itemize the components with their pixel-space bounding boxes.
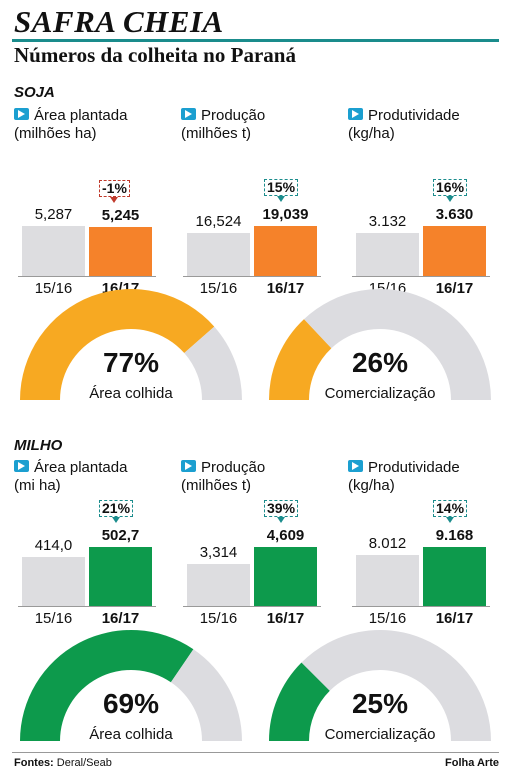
milho-value-curr: 502,7 (101, 527, 140, 544)
soja-value-prev: 5,287 (34, 206, 73, 223)
section-title-soja: SOJA (14, 84, 55, 101)
milho-change-badge: 21% (99, 500, 134, 523)
milho-value-curr: 9.168 (435, 527, 474, 544)
milho-area-label: Área plantada (mi ha) (14, 459, 128, 494)
arrow-right-icon (181, 108, 196, 120)
milho-year-curr: 16/17 (266, 610, 305, 627)
soja-year-curr: 16/17 (266, 280, 305, 297)
soja-producao-label: Produção (milhões t) (181, 107, 266, 142)
arrow-right-icon (14, 108, 29, 120)
soja-change-badge: -1% (99, 180, 130, 203)
milho-gauge-remaining (170, 649, 242, 741)
soja-bar-prev (187, 233, 250, 276)
milho-gauge-remaining (301, 630, 491, 741)
soja-bar-curr (254, 226, 317, 276)
milho-value-prev: 3,314 (199, 544, 238, 561)
milho-bar-baseline (183, 606, 321, 607)
soja-bar-baseline (18, 276, 156, 277)
soja-bar-baseline (183, 276, 321, 277)
milho-year-curr: 16/17 (435, 610, 474, 627)
milho-value-prev: 414,0 (34, 537, 73, 554)
section-title-milho: MILHO (14, 437, 63, 454)
soja-value-prev: 3.132 (368, 213, 407, 230)
footer-source: Fontes: Deral/Seab (14, 757, 112, 769)
milho-produtividade-label: Produtividade (kg/ha) (348, 459, 460, 494)
soja-gauge-label: Comercialização (324, 385, 436, 402)
milho-year-prev: 15/16 (34, 610, 73, 627)
footer-divider (12, 752, 499, 753)
milho-gauge-label: Comercialização (324, 726, 436, 743)
milho-bar-prev (356, 555, 419, 606)
soja-gauge-percent: 26% (351, 347, 409, 378)
milho-value-prev: 8.012 (368, 535, 407, 552)
soja-gauge-percent: 77% (102, 347, 160, 378)
soja-gauge-fill (269, 319, 332, 400)
soja-change-badge: 15% (264, 179, 299, 202)
milho-producao-label: Produção (milhões t) (181, 459, 266, 494)
soja-year-prev: 15/16 (34, 280, 73, 297)
milho-year-curr: 16/17 (101, 610, 140, 627)
arrow-right-icon (348, 460, 363, 472)
milho-bar-curr (89, 547, 152, 606)
milho-year-prev: 15/16 (199, 610, 238, 627)
soja-year-prev: 15/16 (199, 280, 238, 297)
milho-bar-prev (187, 564, 250, 606)
soja-area-label: Área plantada (milhões ha) (14, 107, 128, 142)
arrow-right-icon (181, 460, 196, 472)
soja-year-curr: 16/17 (435, 280, 474, 297)
soja-value-curr: 3.630 (435, 206, 474, 223)
title-divider (12, 39, 499, 42)
milho-gauge-percent: 25% (351, 688, 409, 719)
page-title: SAFRA CHEIA (14, 4, 224, 39)
soja-bar-curr (423, 226, 486, 276)
milho-year-prev: 15/16 (368, 610, 407, 627)
milho-gauge-label: Área colhida (89, 726, 173, 743)
soja-bar-curr (89, 227, 152, 276)
soja-gauge-remaining (184, 326, 242, 400)
soja-gauge-fill (20, 289, 215, 400)
soja-produtividade-label: Produtividade (kg/ha) (348, 107, 460, 142)
milho-change-badge: 39% (264, 500, 299, 523)
footer-credit: Folha Arte (445, 757, 499, 769)
milho-value-curr: 4,609 (266, 527, 305, 544)
milho-bar-curr (423, 547, 486, 606)
soja-bar-prev (22, 226, 85, 276)
soja-value-curr: 19,039 (262, 206, 309, 223)
soja-bar-prev (356, 233, 419, 276)
soja-gauge-remaining (304, 288, 491, 400)
soja-change-badge: 16% (433, 179, 468, 202)
milho-bar-baseline (18, 606, 156, 607)
page-subtitle: Números da colheita no Paraná (14, 43, 296, 67)
milho-gauge-fill (269, 662, 330, 741)
soja-value-prev: 16,524 (195, 213, 242, 230)
milho-gauge-percent: 69% (102, 688, 160, 719)
milho-change-badge: 14% (433, 500, 468, 523)
milho-bar-baseline (352, 606, 490, 607)
milho-bar-curr (254, 547, 317, 606)
arrow-right-icon (14, 460, 29, 472)
milho-gauge-fill (20, 630, 194, 741)
soja-bar-baseline (352, 276, 490, 277)
arrow-right-icon (348, 108, 363, 120)
soja-value-curr: 5,245 (101, 207, 140, 224)
soja-gauge-label: Área colhida (89, 385, 173, 402)
milho-bar-prev (22, 557, 85, 606)
